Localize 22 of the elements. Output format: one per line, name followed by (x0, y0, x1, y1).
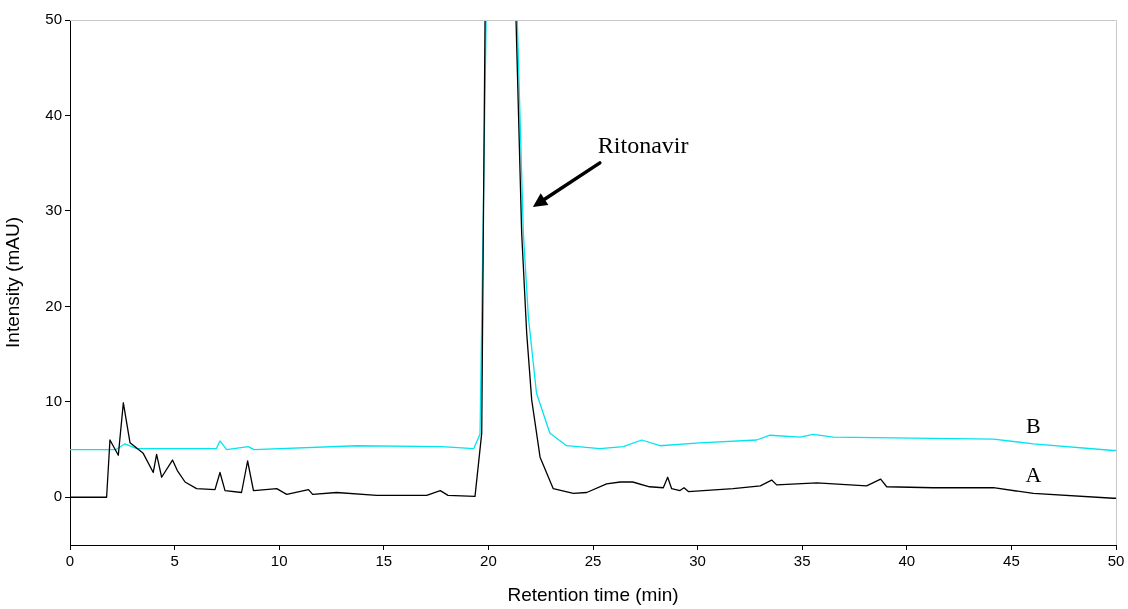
annotation: Ritonavir (597, 132, 689, 159)
x-tick-label: 30 (689, 552, 706, 570)
x-tick-label: 15 (375, 552, 393, 570)
x-tick-label: 5 (170, 552, 179, 570)
x-tick-label: 0 (65, 552, 75, 570)
y-tick-label: 50 (45, 10, 62, 28)
x-axis-title: Retention time (min) (507, 583, 679, 605)
x-tick-label: 50 (1107, 552, 1125, 570)
x-tick-label: 40 (898, 552, 916, 570)
x-tick-label: 10 (270, 552, 288, 570)
x-tick-label: 35 (793, 552, 811, 570)
y-tick-label: 20 (45, 296, 62, 314)
series-label: B (1026, 412, 1041, 438)
x-tick-label: 45 (1003, 552, 1020, 570)
series-label: A (1025, 462, 1042, 488)
y-tick-label: 10 (45, 391, 62, 409)
y-tick-label: 0 (53, 487, 62, 505)
y-axis-title: Intensity (mAU) (1, 217, 23, 348)
x-tick-label: 20 (480, 552, 497, 570)
y-tick-label: 40 (45, 105, 62, 123)
y-tick-label: 30 (45, 201, 62, 219)
x-tick-label: 25 (584, 552, 602, 570)
